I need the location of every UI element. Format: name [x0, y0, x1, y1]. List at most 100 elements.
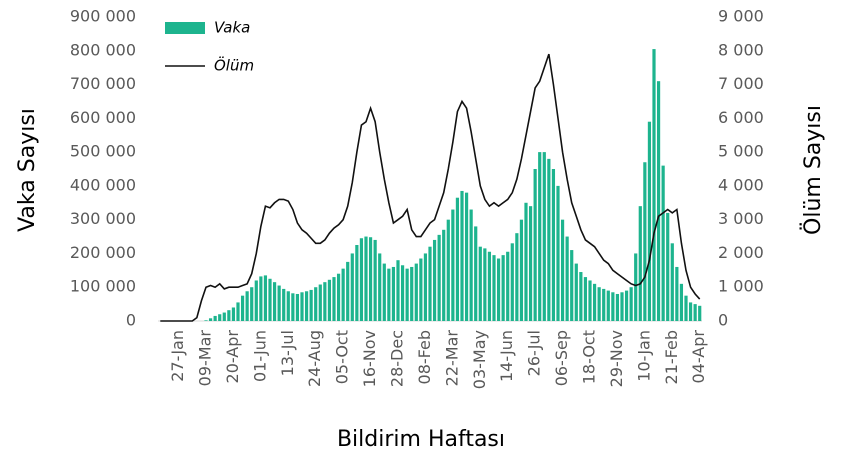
bar [446, 219, 450, 321]
y2-tick-label: 9 000 [718, 7, 764, 26]
y-tick-label: 0 [126, 311, 136, 330]
y-tick-label: 300 000 [70, 209, 136, 228]
bar [323, 282, 327, 321]
bar [519, 219, 524, 321]
bar [597, 287, 601, 321]
bar [510, 243, 514, 321]
bar [291, 293, 295, 321]
bar [341, 268, 345, 321]
y-tick-label: 700 000 [70, 74, 136, 93]
bar [218, 314, 222, 321]
x-tick-label: 20-Apr [223, 330, 242, 384]
bar [236, 302, 240, 321]
x-tick-label: 29-Nov [607, 330, 626, 387]
bar [359, 238, 364, 321]
bar [588, 280, 592, 321]
bar [538, 152, 542, 321]
bar [259, 276, 263, 321]
bar [227, 310, 231, 321]
legend-label: Vaka [214, 19, 250, 37]
x-tick-label: 14-Jun [497, 330, 516, 382]
y2-tick-label: 1 000 [718, 277, 764, 296]
bar [451, 209, 455, 321]
y2-tick-label: 3 000 [718, 209, 764, 228]
bar [698, 305, 702, 321]
bar [336, 273, 341, 321]
bar [652, 49, 656, 321]
bar [478, 246, 482, 321]
bar [615, 293, 620, 321]
bar [638, 206, 642, 321]
bar [560, 219, 565, 321]
x-tick-label: 22-Mar [442, 330, 461, 387]
bar [634, 253, 638, 321]
x-axis-title: Bildirim Haftası [337, 427, 505, 452]
bar [300, 292, 304, 321]
bar [368, 237, 373, 321]
bar [551, 169, 556, 321]
bar [620, 292, 624, 321]
bar [670, 243, 674, 321]
x-tick-label: 13-Jul [278, 330, 297, 376]
bar [245, 291, 249, 321]
x-tick-label: 10-Jan [634, 330, 653, 382]
bar [272, 282, 277, 321]
bar [556, 185, 560, 321]
bar [396, 260, 400, 321]
bar [208, 318, 213, 321]
bar [606, 290, 610, 321]
y2-tick-label: 5 000 [718, 142, 764, 161]
bar [428, 246, 432, 321]
bar [309, 289, 313, 321]
x-tick-label: 26-Jul [525, 330, 544, 376]
bar [483, 248, 487, 321]
x-tick-label: 06-Sep [552, 330, 571, 386]
bar [405, 268, 409, 321]
bar [542, 152, 546, 321]
bar [282, 288, 286, 321]
y2-tick-label: 4 000 [718, 175, 764, 194]
bar [277, 285, 281, 321]
x-tick-label: 21-Feb [662, 330, 681, 384]
bar [231, 307, 236, 321]
bar [611, 292, 615, 321]
y2-tick-label: 8 000 [718, 40, 764, 59]
bar [496, 258, 501, 321]
y2-axis-title: Ölüm Sayısı [800, 105, 826, 235]
bar [547, 158, 551, 321]
y-axis-title: Vaka Sayısı [15, 108, 40, 232]
bar [464, 192, 469, 321]
bar [492, 255, 496, 321]
bar [304, 291, 309, 321]
x-tick-label: 16-Nov [360, 330, 379, 387]
y2-tick-label: 6 000 [718, 108, 764, 127]
x-tick-label: 01-Jun [250, 330, 269, 382]
y-tick-label: 500 000 [70, 142, 136, 161]
bar [602, 288, 606, 321]
bar [487, 251, 492, 321]
bar [382, 263, 386, 321]
bar [679, 283, 684, 321]
bar [414, 263, 418, 321]
bar [400, 265, 405, 321]
bar [222, 312, 226, 321]
bar [675, 266, 679, 321]
bar [213, 315, 217, 321]
bar [528, 206, 533, 321]
bar [332, 277, 336, 321]
bar [314, 287, 318, 321]
legend-swatch [165, 22, 205, 34]
x-tick-label: 08-Feb [415, 330, 434, 384]
y-tick-label: 600 000 [70, 108, 136, 127]
bar [286, 291, 290, 321]
bar [442, 229, 446, 321]
bar [474, 226, 478, 321]
bar [423, 253, 428, 321]
bar [373, 239, 377, 321]
bar [469, 209, 473, 321]
bar [455, 197, 460, 321]
bar [295, 293, 300, 321]
bar [592, 283, 597, 321]
bar [570, 250, 574, 321]
